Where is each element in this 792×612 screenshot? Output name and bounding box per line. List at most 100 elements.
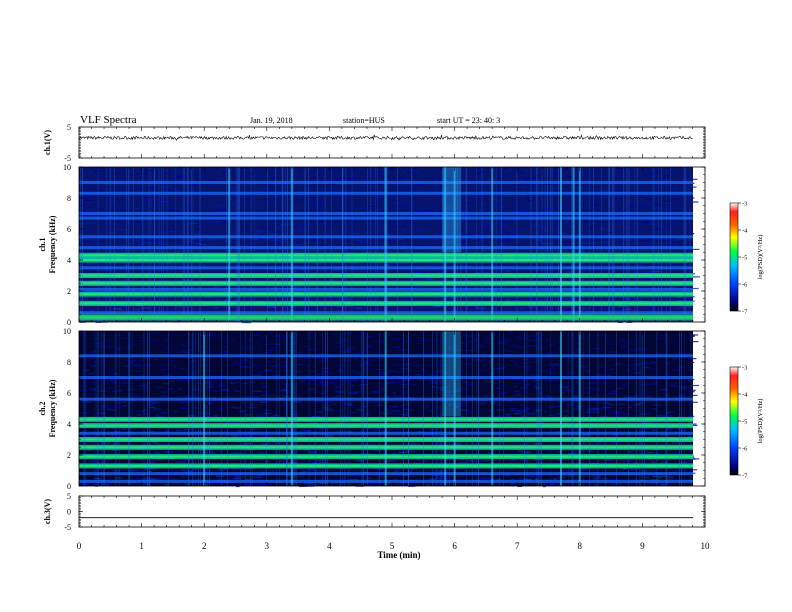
noise-cell <box>326 187 331 189</box>
noise-cell <box>307 333 315 335</box>
noise-cell <box>214 286 220 288</box>
noise-cell <box>106 345 114 347</box>
noise-cell <box>285 343 294 345</box>
noise-cell <box>273 414 278 416</box>
panel-frame <box>78 495 706 528</box>
noise-cell <box>429 201 436 203</box>
noise-cell <box>649 223 655 226</box>
noise-cell <box>265 226 270 228</box>
noise-cell <box>279 226 286 228</box>
noise-cell <box>631 179 640 182</box>
noise-cell <box>437 370 444 372</box>
noise-cell <box>183 205 191 207</box>
noise-cell <box>121 382 130 384</box>
noise-cell <box>108 201 116 203</box>
noise-cell <box>658 353 665 355</box>
noise-cell <box>548 343 555 346</box>
noise-cell <box>424 407 429 409</box>
noise-cell <box>616 412 620 414</box>
noise-cell <box>98 452 104 454</box>
noise-cell <box>491 299 496 301</box>
noise-cell <box>85 201 95 203</box>
noise-cell <box>142 413 148 416</box>
noise-cell <box>146 179 152 182</box>
noise-cell <box>540 226 546 228</box>
noise-cell <box>577 233 586 235</box>
noise-cell <box>392 264 400 266</box>
noise-cell <box>421 319 431 321</box>
noise-cell <box>375 392 380 394</box>
noise-cell <box>636 349 646 351</box>
noise-cell <box>488 415 494 417</box>
noise-cell <box>593 478 598 480</box>
noise-cell <box>187 372 194 375</box>
noise-cell <box>348 178 355 180</box>
noise-cell <box>176 461 185 463</box>
noise-cell <box>248 339 252 341</box>
noise-cell <box>88 185 93 187</box>
noise-cell <box>376 386 382 388</box>
noise-cell <box>305 297 311 299</box>
noise-cell <box>525 407 531 410</box>
noise-cell <box>234 390 241 392</box>
noise-cell <box>502 270 511 272</box>
noise-cell <box>114 442 119 444</box>
noise-cell <box>536 410 540 412</box>
noise-cell <box>270 269 279 271</box>
noise-cell <box>116 436 122 438</box>
noise-cell <box>456 208 464 210</box>
noise-cell <box>293 250 299 253</box>
noise-cell <box>146 240 153 242</box>
noise-cell <box>609 204 614 206</box>
noise-cell <box>80 241 89 243</box>
noise-cell <box>624 396 629 399</box>
noise-cell <box>166 351 172 353</box>
noise-cell <box>141 179 146 181</box>
noise-cell <box>175 244 183 246</box>
start-time-label: start UT = 23: 40: 3 <box>437 116 500 125</box>
noise-cell <box>417 410 422 412</box>
noise-cell <box>218 450 223 452</box>
noise-cell <box>465 411 473 413</box>
noise-cell <box>653 404 662 406</box>
noise-cell <box>625 227 635 229</box>
noise-cell <box>548 414 555 416</box>
noise-cell <box>236 363 243 365</box>
noise-cell <box>676 296 682 298</box>
noise-cell <box>110 174 119 176</box>
noise-cell <box>258 459 263 461</box>
noise-cell <box>423 332 429 334</box>
noise-cell <box>271 167 277 169</box>
noise-cell <box>605 242 611 244</box>
noise-cell <box>270 347 275 349</box>
noise-cell <box>218 385 225 387</box>
noise-cell <box>316 459 325 461</box>
noise-cell <box>473 196 480 198</box>
noise-cell <box>616 168 625 170</box>
noise-cell <box>533 333 539 335</box>
noise-cell <box>587 226 596 228</box>
noise-cell <box>210 226 215 228</box>
noise-cell <box>314 342 323 344</box>
noise-cell <box>505 474 510 476</box>
noise-cell <box>355 307 359 309</box>
noise-cell <box>670 385 675 387</box>
noise-cell <box>628 244 635 246</box>
noise-cell <box>427 374 433 376</box>
noise-cell <box>646 244 654 246</box>
noise-cell <box>628 451 633 453</box>
noise-cell <box>281 263 287 265</box>
noise-cell <box>648 262 655 264</box>
noise-cell <box>142 279 147 281</box>
noise-cell <box>391 177 398 179</box>
noise-cell <box>677 352 684 355</box>
noise-cell <box>163 177 168 179</box>
noise-cell <box>361 367 365 369</box>
y-tick-label: 6 <box>67 225 71 234</box>
noise-cell <box>198 484 207 486</box>
impulsive-noise <box>453 167 456 322</box>
noise-cell <box>264 331 273 333</box>
noise-cell <box>654 228 662 230</box>
noise-cell <box>612 239 622 241</box>
noise-cell <box>268 187 274 189</box>
